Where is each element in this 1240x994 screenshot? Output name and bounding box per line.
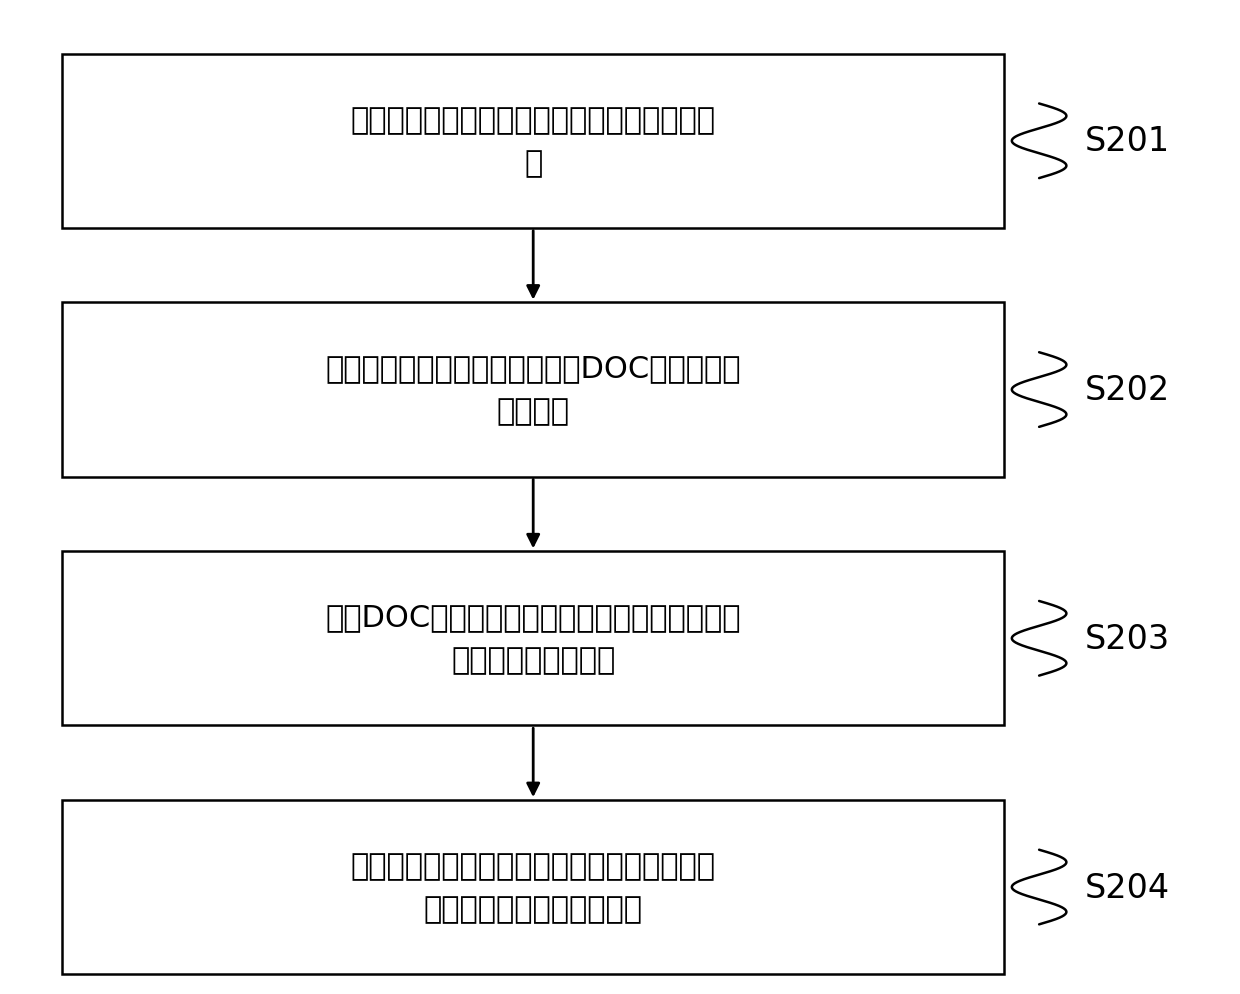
Text: S204: S204: [1085, 871, 1171, 904]
Text: 根据修正系数，获得氧化催化器DOC的温度控制
比例系数: 根据修正系数，获得氧化催化器DOC的温度控制 比例系数: [325, 354, 742, 426]
Bar: [62, 303, 1004, 477]
Text: 若执行碳载量平衡控制请求，则调节发动机转
速，以使车辆保持预设车速: 若执行碳载量平衡控制请求，则调节发动机转 速，以使车辆保持预设车速: [351, 851, 715, 923]
Bar: [62, 552, 1004, 726]
Text: S201: S201: [1085, 125, 1171, 158]
Text: S203: S203: [1085, 622, 1171, 655]
Text: 获取碳载量，并得到碳载量调节对应的修正系
数: 获取碳载量，并得到碳载量调节对应的修正系 数: [351, 105, 715, 178]
Text: 根据DOC的温度控制比例系数，检测是否执行碳
载量平衡控制的请求: 根据DOC的温度控制比例系数，检测是否执行碳 载量平衡控制的请求: [325, 602, 742, 675]
Bar: [62, 800, 1004, 974]
Bar: [62, 55, 1004, 229]
Text: S202: S202: [1085, 374, 1171, 407]
